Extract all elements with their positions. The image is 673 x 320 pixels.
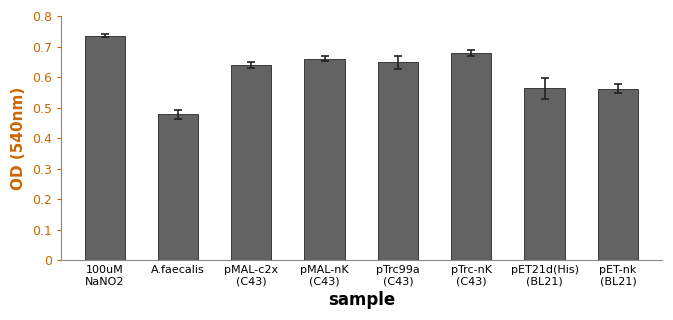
Bar	[304, 59, 345, 260]
X-axis label: sample: sample	[328, 291, 395, 309]
Y-axis label: OD (540nm): OD (540nm)	[11, 87, 26, 190]
Bar	[451, 53, 491, 260]
Bar	[524, 88, 565, 260]
Bar	[378, 62, 418, 260]
Bar	[158, 114, 198, 260]
Bar	[231, 65, 271, 260]
Bar	[598, 89, 638, 260]
Bar	[85, 36, 125, 260]
